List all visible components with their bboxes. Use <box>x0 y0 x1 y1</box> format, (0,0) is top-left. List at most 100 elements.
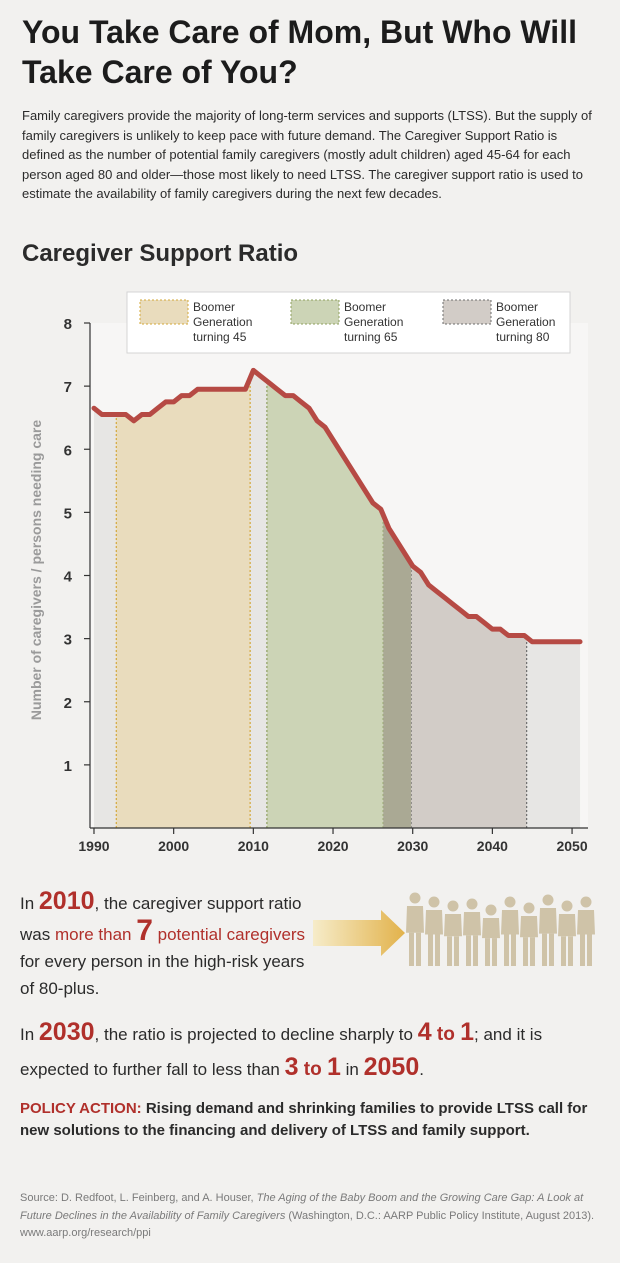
policy-action: POLICY ACTION: Rising demand and shrinki… <box>20 1098 600 1142</box>
y-tick-label-3: 3 <box>64 632 72 649</box>
person-silhouette <box>577 896 595 966</box>
person-silhouette <box>425 896 443 966</box>
statement-2030-part2: , the ratio is projected to decline shar… <box>94 1025 418 1044</box>
ratio-line <box>91 367 583 645</box>
person-leg-left <box>428 934 433 966</box>
x-tick-label-2000: 2000 <box>158 838 189 854</box>
person-torso <box>444 914 462 937</box>
x-tick-label-2040: 2040 <box>477 838 508 854</box>
legend-label-3-line-2: Generation <box>496 315 555 329</box>
legend-label-2-line-3: turning 65 <box>344 330 398 344</box>
person-leg-right <box>530 937 535 966</box>
x-tick-label-2050: 2050 <box>556 838 587 854</box>
statement-2010-part2: , the caregiver support ratio was <box>20 894 302 944</box>
policy-action-label: POLICY ACTION: <box>20 1100 142 1117</box>
person-torso <box>520 916 538 938</box>
person-silhouette <box>463 898 481 966</box>
statement-2010-red-post: potential caregivers <box>152 925 306 944</box>
statement-2010-year: 2010 <box>38 887 95 915</box>
band-overlap-area <box>383 514 412 828</box>
person-torso <box>539 908 557 934</box>
y-tick-label-6: 6 <box>64 442 72 459</box>
person-silhouette <box>501 896 519 966</box>
person-leg-left <box>409 932 414 966</box>
caregiver-ratio-chart: 1 2 3 4 5 6 7 8 1990 2000 2010 2020 2030 2040 2050 Boo… <box>28 291 588 854</box>
person-leg-right <box>511 934 516 966</box>
caregivers-group-icon <box>406 892 595 966</box>
source-tail: (Washington, D.C.: AARP Public Policy In… <box>20 1209 595 1240</box>
ratio-4-one: 1 <box>460 1018 475 1046</box>
y-tick-label-5: 5 <box>64 505 72 522</box>
person-leg-right <box>416 932 421 966</box>
x-tick-label-2010: 2010 <box>238 838 269 854</box>
person-leg-left <box>485 938 490 966</box>
legend-box <box>126 291 571 354</box>
right-arrow-icon <box>313 910 405 956</box>
y-tick-label-2: 2 <box>64 695 72 712</box>
y-tick-label-1: 1 <box>64 758 72 775</box>
legend-label-2-line-1: Boomer <box>344 300 386 314</box>
person-silhouette <box>406 892 424 966</box>
person-leg-right <box>435 934 440 966</box>
person-leg-left <box>561 936 566 966</box>
statement-2010-number: 7 <box>136 914 153 947</box>
band-area-2 <box>266 381 384 828</box>
legend-label-1-line-1: Boomer <box>193 300 235 314</box>
person-silhouette <box>539 894 557 966</box>
person-torso <box>577 910 595 935</box>
person-torso <box>482 918 500 939</box>
intro-paragraph: Family caregivers provide the majority o… <box>22 108 592 201</box>
ratio-3-value: 3 <box>284 1053 299 1081</box>
source-citation: Source: D. Redfoot, L. Feinberg, and A. … <box>20 1190 600 1243</box>
person-leg-right <box>492 938 497 966</box>
person-head <box>409 892 421 904</box>
legend-swatch-1 <box>139 299 189 325</box>
page-title: You Take Care of Mom, But Who Will Take … <box>22 14 577 90</box>
person-leg-right <box>568 936 573 966</box>
ratio-3-to: to <box>298 1059 328 1080</box>
statement-2030-part4: in <box>340 1060 364 1079</box>
statement-2030-prefix: In <box>20 1025 39 1044</box>
statement-2030: In 2030, the ratio is projected to decli… <box>20 1016 600 1086</box>
legend-label-3-line-1: Boomer <box>496 300 538 314</box>
y-tick-label-8: 8 <box>64 316 72 333</box>
policy-action-text: Rising demand and shrinking families to … <box>20 1100 588 1139</box>
person-leg-left <box>542 933 547 966</box>
x-tick-label-1990: 1990 <box>78 838 109 854</box>
person-leg-right <box>587 934 592 966</box>
person-torso <box>463 912 481 936</box>
person-silhouette <box>558 900 576 966</box>
person-leg-left <box>447 936 452 966</box>
statement-2030-end: . <box>419 1060 424 1079</box>
person-torso <box>406 906 424 933</box>
legend-label-3-line-3: turning 80 <box>496 330 550 344</box>
y-axis-label: Number of caregivers / persons needing c… <box>28 420 44 721</box>
chart-title: Caregiver Support Ratio <box>22 240 299 267</box>
person-head <box>447 900 459 912</box>
x-tick-label-2020: 2020 <box>317 838 348 854</box>
band-area-1 <box>116 377 251 828</box>
person-silhouette <box>482 904 500 966</box>
ratio-3-one: 1 <box>327 1053 341 1081</box>
ratio-4-to: to <box>431 1024 461 1045</box>
y-tick-label-7: 7 <box>64 379 72 396</box>
person-head <box>580 896 592 908</box>
person-silhouette <box>444 900 462 966</box>
person-head <box>485 904 497 916</box>
ratio-4-value: 4 <box>417 1018 432 1046</box>
statement-2030-year: 2030 <box>38 1018 95 1046</box>
person-leg-left <box>504 934 509 966</box>
person-leg-left <box>466 935 471 966</box>
person-head <box>561 900 573 912</box>
source-lead: Source: D. Redfoot, L. Feinberg, and A. … <box>20 1192 257 1204</box>
person-torso <box>425 910 443 935</box>
legend-label-2-line-2: Generation <box>344 315 403 329</box>
statement-2010-prefix: In <box>20 894 39 913</box>
statement-2030-part3: ; and it is expected to further fall to … <box>20 1025 543 1079</box>
person-head <box>523 902 535 914</box>
legend-swatch-2 <box>290 299 340 325</box>
person-leg-right <box>454 936 459 966</box>
person-leg-left <box>580 934 585 966</box>
person-head <box>466 898 478 910</box>
